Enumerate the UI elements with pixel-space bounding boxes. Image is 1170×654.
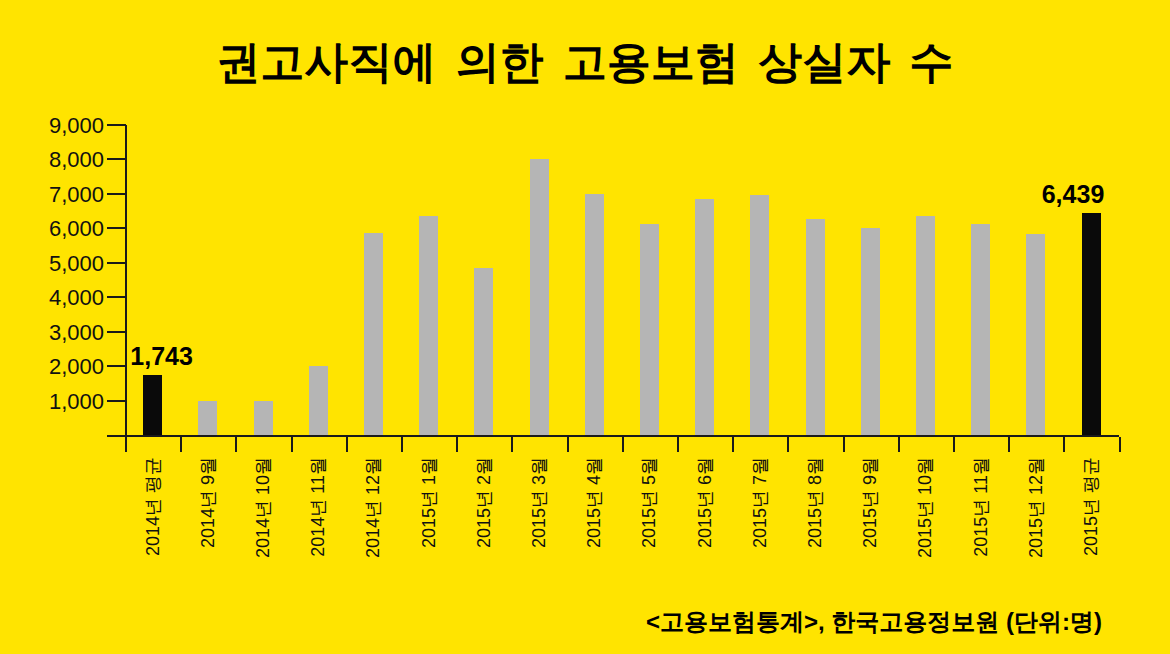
x-axis-tick xyxy=(1063,437,1065,452)
y-axis-tick xyxy=(107,331,126,333)
y-axis-label: 4,000 xyxy=(0,286,104,310)
x-axis-tick xyxy=(125,437,127,452)
x-axis-tick xyxy=(898,437,900,452)
x-axis-label: 2014년 12월 xyxy=(363,457,383,607)
x-axis-label: 2014년 9월 xyxy=(198,457,218,607)
bar-16 xyxy=(1026,234,1045,436)
bar-14 xyxy=(916,216,935,435)
bar-15 xyxy=(971,224,990,435)
x-axis-label: 2015년 10월 xyxy=(915,457,935,607)
y-axis-line xyxy=(125,125,127,452)
y-axis-tick xyxy=(107,262,126,264)
bar-10 xyxy=(695,199,714,435)
bar-value-label: 6,439 xyxy=(1013,180,1133,209)
x-axis-label: 2015년 4월 xyxy=(584,457,604,607)
x-axis-label: 2015년 7월 xyxy=(750,457,770,607)
y-axis-label: 1,000 xyxy=(0,390,104,414)
y-axis-label: 7,000 xyxy=(0,183,104,207)
x-axis-label: 2015년 2월 xyxy=(474,457,494,607)
x-axis-tick xyxy=(511,437,513,452)
bar-12 xyxy=(806,219,825,435)
y-axis-tick xyxy=(107,227,126,229)
bar-5 xyxy=(419,216,438,435)
y-axis-label: 9,000 xyxy=(0,114,104,138)
x-axis-label: 2014년 10월 xyxy=(253,457,273,607)
x-axis-label: 2015년 평균 xyxy=(1081,457,1101,607)
x-axis-label: 2015년 9월 xyxy=(860,457,880,607)
bar-17 xyxy=(1082,213,1101,435)
x-axis-tick xyxy=(843,437,845,452)
y-axis-label: 6,000 xyxy=(0,217,104,241)
y-axis-label: 8,000 xyxy=(0,148,104,172)
x-axis-tick xyxy=(235,437,237,452)
x-axis-label: 2014년 평균 xyxy=(143,457,163,607)
x-axis-tick xyxy=(787,437,789,452)
x-axis-tick xyxy=(1119,437,1121,452)
x-axis-tick xyxy=(622,437,624,452)
bar-2 xyxy=(254,401,273,435)
x-axis-label: 2015년 5월 xyxy=(639,457,659,607)
bar-1 xyxy=(198,401,217,435)
bar-11 xyxy=(750,195,769,435)
y-axis-tick xyxy=(107,158,126,160)
bar-8 xyxy=(585,194,604,435)
y-axis-tick xyxy=(107,296,126,298)
source-note: <고용보험통계>, 한국고용정보원 (단위:명) xyxy=(646,606,1102,638)
x-axis-label: 2015년 12월 xyxy=(1026,457,1046,607)
bar-6 xyxy=(474,268,493,435)
bar-9 xyxy=(640,224,659,435)
infographic-page: 권고사직에 의한 고용보험 상실자 수 1,000 2,000 3,000 4,000… xyxy=(0,0,1170,654)
y-axis-tick xyxy=(107,124,126,126)
y-axis-label: 2,000 xyxy=(0,355,104,379)
y-axis-tick xyxy=(107,400,126,402)
x-axis-tick xyxy=(456,437,458,452)
x-axis-label: 2015년 8월 xyxy=(805,457,825,607)
x-axis-tick xyxy=(401,437,403,452)
bar-0 xyxy=(143,375,162,435)
y-axis-label: 3,000 xyxy=(0,321,104,345)
x-axis-tick xyxy=(180,437,182,452)
x-axis-tick xyxy=(677,437,679,452)
x-axis-label: 2015년 11월 xyxy=(971,457,991,607)
bar-3 xyxy=(309,366,328,435)
x-axis-tick xyxy=(1008,437,1010,452)
x-axis-line xyxy=(107,435,1119,437)
bar-value-label: 1,743 xyxy=(102,342,222,371)
x-axis-label: 2015년 6월 xyxy=(695,457,715,607)
x-axis-label: 2014년 11월 xyxy=(308,457,328,607)
x-axis-tick xyxy=(732,437,734,452)
x-axis-tick xyxy=(291,437,293,452)
chart-title: 권고사직에 의한 고용보험 상실자 수 xyxy=(0,33,1170,92)
x-axis-tick xyxy=(567,437,569,452)
x-axis-tick xyxy=(953,437,955,452)
y-axis-tick xyxy=(107,193,126,195)
bar-7 xyxy=(530,159,549,435)
x-axis-label: 2015년 1월 xyxy=(419,457,439,607)
bar-4 xyxy=(364,233,383,435)
x-axis-tick xyxy=(346,437,348,452)
x-axis-label: 2015년 3월 xyxy=(529,457,549,607)
bar-13 xyxy=(861,228,880,435)
y-axis-label: 5,000 xyxy=(0,252,104,276)
